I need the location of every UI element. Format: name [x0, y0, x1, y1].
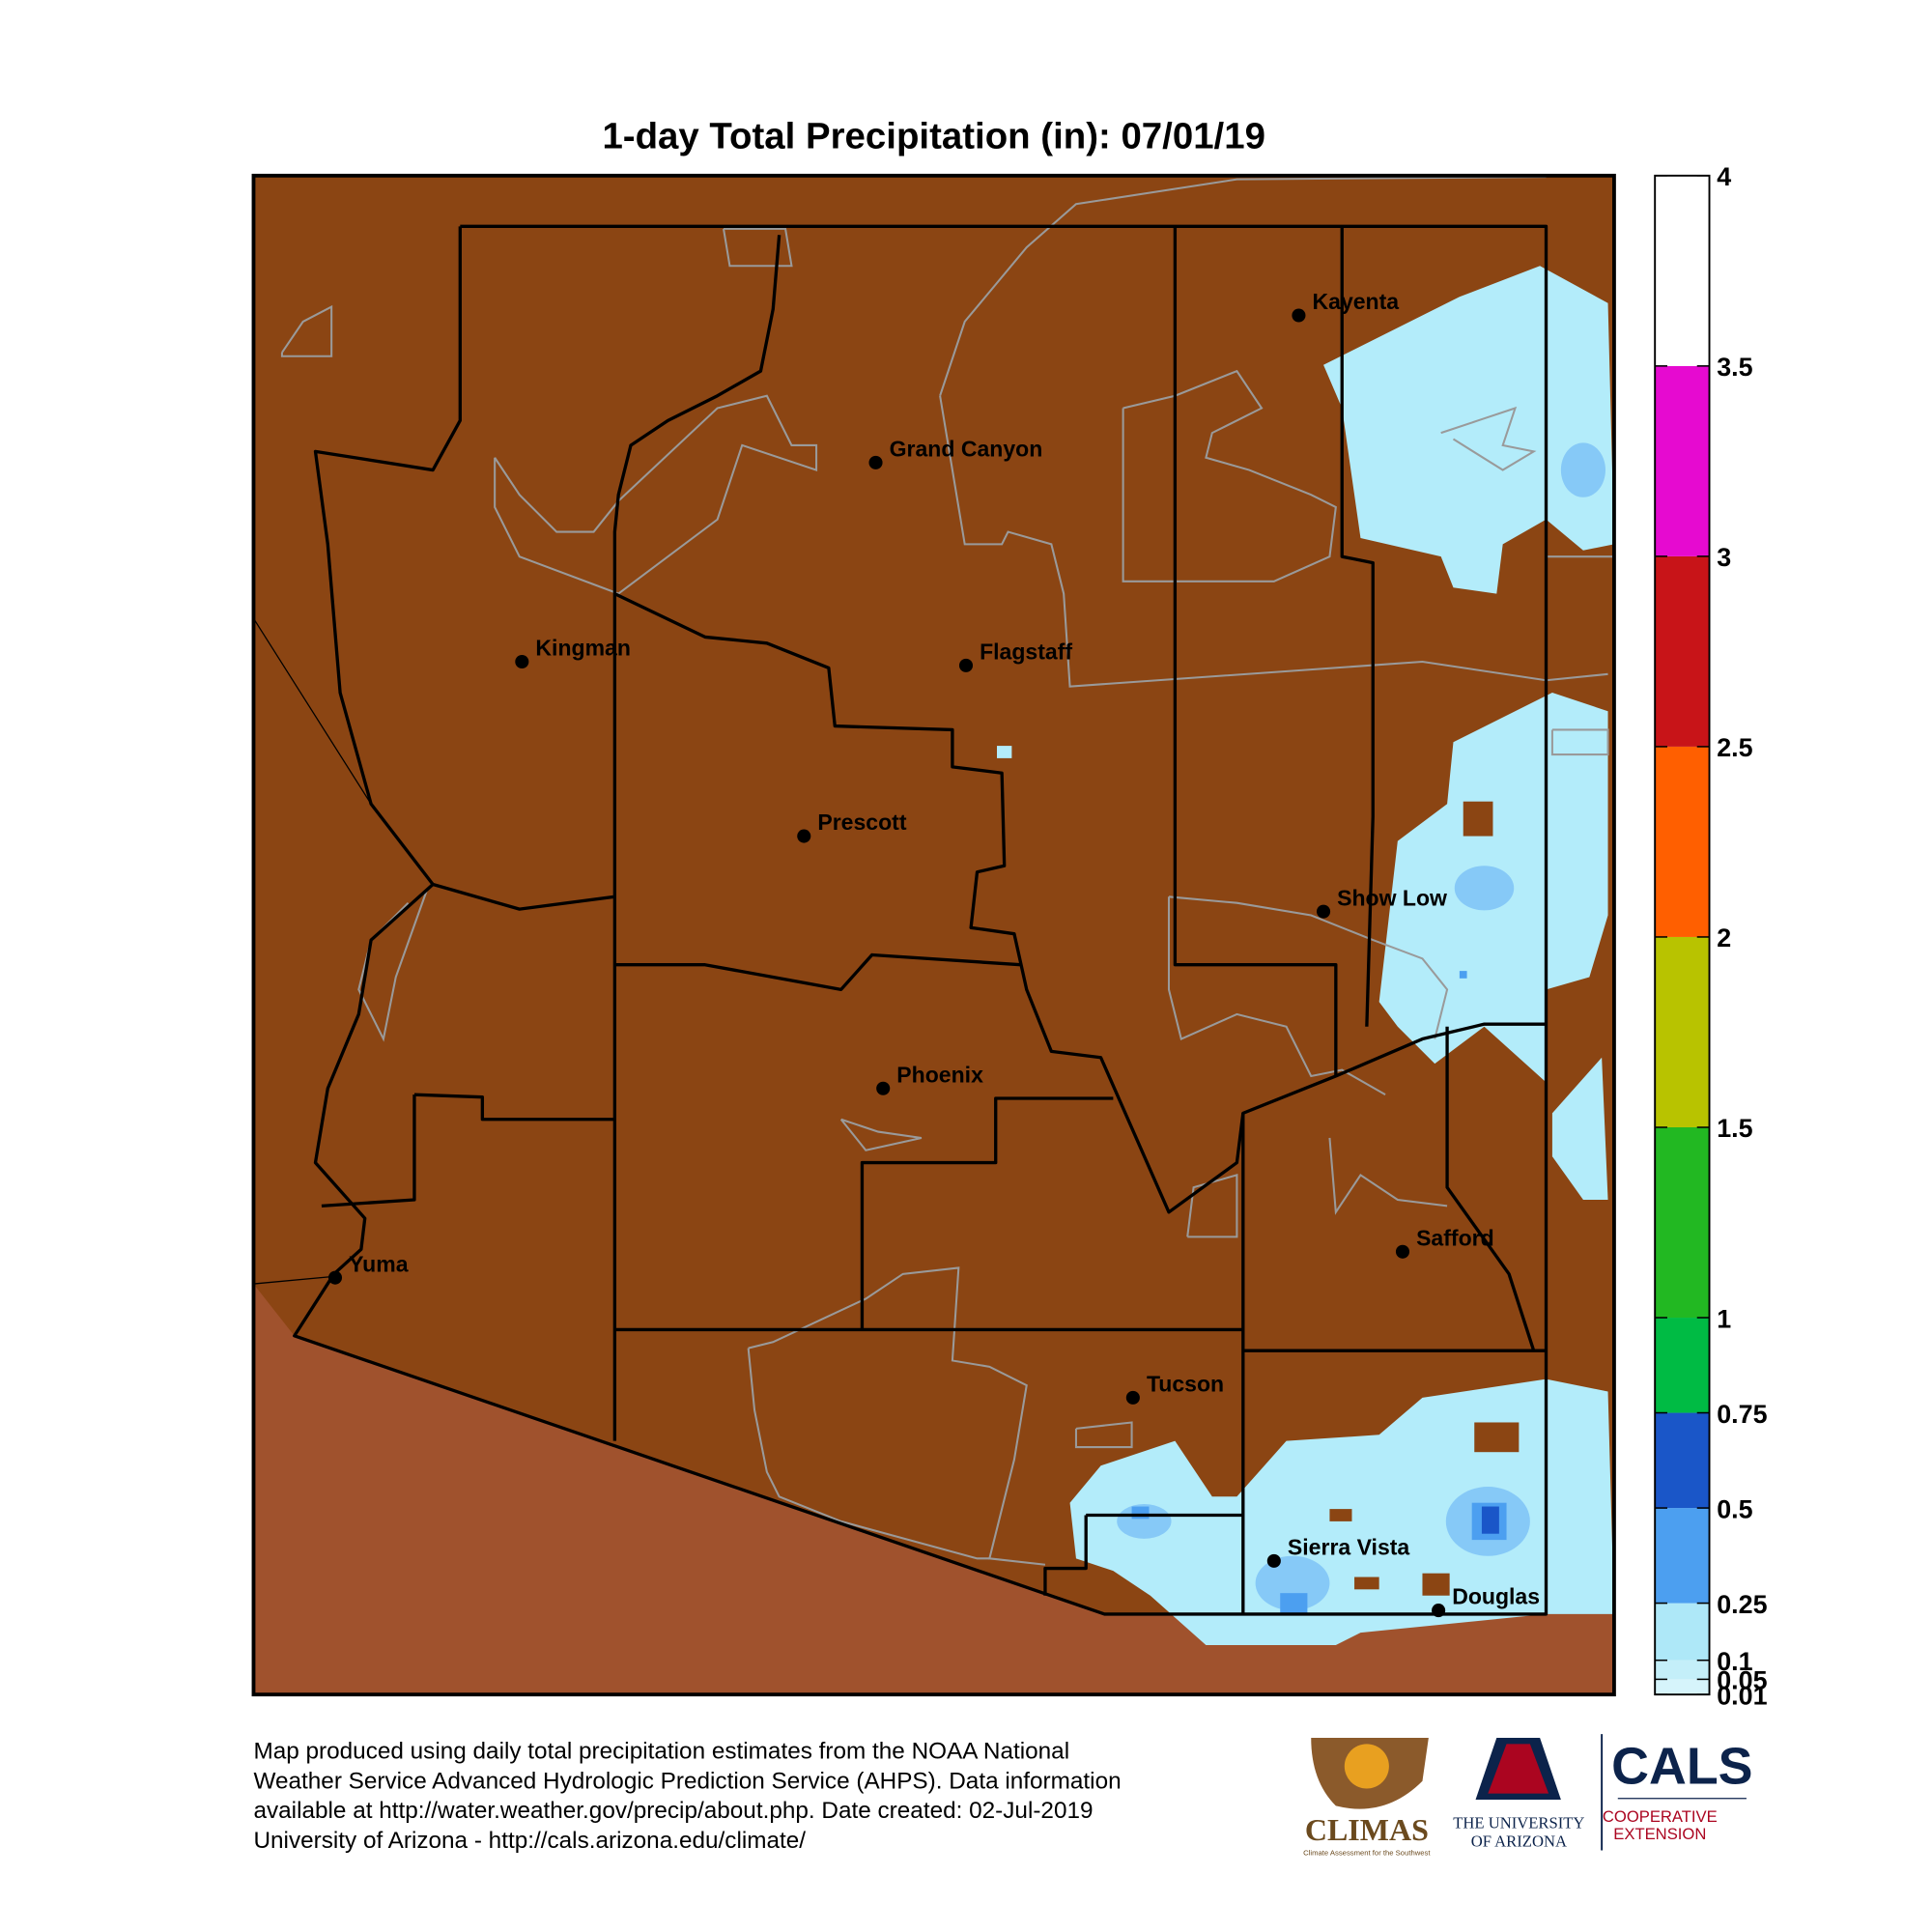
colorbar-segment [1655, 365, 1710, 556]
climas-logo: CLIMAS [1305, 1812, 1429, 1847]
colorbar-segment [1655, 936, 1710, 1127]
colorbar-segment [1655, 1508, 1710, 1604]
city-label: Grand Canyon [890, 436, 1043, 461]
climas-sun [1344, 1744, 1389, 1789]
city-label: Sierra Vista [1288, 1534, 1410, 1559]
map: Kayenta Grand Canyon Kingman Flagstaff Presc… [251, 173, 1616, 1697]
city-marker [868, 455, 883, 469]
colorbar-segment [1655, 555, 1710, 747]
city-marker [515, 654, 529, 669]
colorbar-tick-label: 2 [1717, 923, 1731, 952]
city-marker [1395, 1244, 1410, 1259]
colorbar-tick-label: 1.5 [1717, 1114, 1752, 1143]
colorbar-tick-label: 3.5 [1717, 353, 1752, 382]
precip-intense [1481, 1506, 1499, 1534]
city-label: Yuma [349, 1251, 409, 1276]
dry-patches [1329, 801, 1520, 1596]
city-label: Safford [1416, 1225, 1494, 1250]
colorbar-tick-label: 0.1 [1717, 1647, 1752, 1676]
colorbar-tick-label: 0.25 [1717, 1590, 1767, 1619]
cals-subtitle: EXTENSION [1613, 1825, 1706, 1843]
city-marker [876, 1081, 891, 1095]
cals-logo: CALS [1611, 1737, 1752, 1795]
colorbar-segment [1655, 1603, 1710, 1661]
cals-subtitle: COOPERATIVE [1603, 1807, 1718, 1826]
city-marker [958, 658, 974, 672]
colorbar-segment [1655, 746, 1710, 937]
city-marker [1125, 1390, 1140, 1405]
precip-area [1323, 266, 1614, 594]
colorbar-segment [1655, 1660, 1710, 1680]
footer-line: Map produced using daily total precipita… [253, 1739, 1069, 1765]
colorbar-segment [1655, 1679, 1710, 1695]
colorbar-tick-label: 0.05 [1717, 1666, 1767, 1695]
city-marker [327, 1270, 343, 1285]
colorbar-segment [1655, 1318, 1710, 1413]
precip-area [1551, 1057, 1608, 1200]
climas-subtitle: Climate Assessment for the Southwest [1303, 1849, 1431, 1858]
colorbar-tick-label: 4 [1717, 162, 1731, 191]
precip-area [997, 746, 1012, 758]
colorbar-tick-label: 3 [1717, 543, 1731, 572]
state-outline [293, 224, 1548, 1616]
city-label: Flagstaff [980, 639, 1072, 664]
city-marker [1292, 308, 1306, 323]
city-marker [1266, 1553, 1281, 1568]
colorbar-segment [1655, 1126, 1710, 1319]
mexico [253, 1284, 1614, 1695]
logos: CLIMAS Climate Assessment for the Southw… [1303, 1734, 1753, 1858]
footer-line: Weather Service Advanced Hydrologic Pred… [253, 1768, 1121, 1794]
footer-line: available at http://water.weather.gov/pr… [253, 1798, 1093, 1824]
city-label: Douglas [1452, 1584, 1540, 1609]
colorbar-segment [1655, 1412, 1710, 1509]
city-label: Phoenix [896, 1062, 983, 1087]
map-title: 1-day Total Precipitation (in): 07/01/19 [602, 116, 1265, 157]
colorbar-tick-label: 2.5 [1717, 733, 1752, 762]
footer: Map produced using daily total precipita… [253, 1739, 1121, 1854]
city-label: Prescott [817, 810, 906, 835]
colorbar-tick-label: 1 [1717, 1304, 1731, 1333]
colorbar-tick-label: 0.01 [1717, 1681, 1767, 1710]
colorbar-tick-label: 0.75 [1717, 1400, 1767, 1429]
city-label: Tucson [1147, 1371, 1224, 1396]
ua-logo: THE UNIVERSITY [1453, 1813, 1584, 1832]
city-marker [797, 829, 811, 843]
cities: Kayenta Grand Canyon Kingman Flagstaff Presc… [327, 289, 1540, 1618]
city-label: Show Low [1337, 885, 1447, 910]
colorbar-frame [1654, 174, 1711, 1696]
city-label: Kingman [535, 636, 631, 661]
precip-moderate [1117, 442, 1605, 1611]
footer-line: University of Arizona - http://cals.ariz… [253, 1828, 806, 1854]
ua-logo: OF ARIZONA [1471, 1833, 1567, 1851]
city-marker [1316, 904, 1331, 919]
ua-icon [1488, 1744, 1549, 1794]
map-frame [251, 173, 1616, 1697]
colorbar-tick-label: 0.5 [1717, 1494, 1752, 1523]
city-marker [1432, 1604, 1446, 1618]
colorbar: 0.010.050.1 0.25 0.5 0.75 1 1.5 2 2.5 3 3.5 4 [1654, 162, 1768, 1710]
colorbar-segment [1655, 175, 1710, 366]
city-label: Kayenta [1313, 289, 1400, 314]
county-boundaries [252, 224, 1548, 1616]
